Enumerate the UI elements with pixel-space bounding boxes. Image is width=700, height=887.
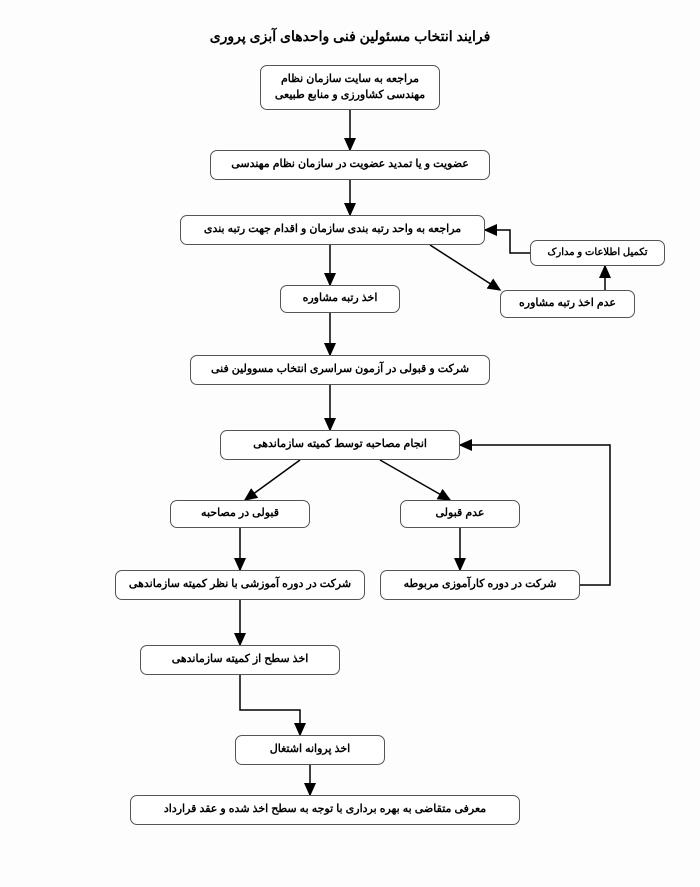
edge-5	[485, 230, 530, 253]
node-n6: تکمیل اطلاعات و مدارک	[530, 240, 665, 266]
node-n5: عدم اخذ رتبه مشاوره	[500, 290, 635, 318]
node-n7: شرکت و قبولی در آزمون سراسری انتخاب مسوو…	[190, 355, 490, 385]
node-n14: اخذ پروانه اشتغال	[235, 735, 385, 765]
node-n13: اخذ سطح از کمیته سازماندهی	[140, 645, 340, 675]
node-n2: عضویت و یا تمدید عضویت در سازمان نظام مه…	[210, 150, 490, 180]
edge-8	[245, 460, 300, 500]
edge-9	[380, 460, 450, 500]
node-n1: مراجعه به سایت سازمان نظام مهندسی کشاورز…	[260, 65, 440, 110]
node-n4: اخذ رتبه مشاوره	[280, 285, 400, 313]
node-n10: قبولی در مصاحبه	[170, 500, 310, 528]
node-n12: شرکت در دوره آموزشی با نظر کمیته سازماند…	[115, 570, 365, 600]
node-n11: شرکت در دوره کارآموزی مربوطه	[380, 570, 580, 600]
node-n9: عدم قبولی	[400, 500, 520, 528]
edge-14	[240, 675, 300, 735]
node-n8: انجام مصاحبه توسط کمیته سازماندهی	[220, 430, 460, 460]
node-n15: معرفی متقاضی به بهره برداری با توجه به س…	[130, 795, 520, 825]
page-title: فرایند انتخاب مسئولین فنی واحدهای آبزی پ…	[200, 28, 500, 45]
flowchart-page: فرایند انتخاب مسئولین فنی واحدهای آبزی پ…	[0, 0, 700, 887]
edge-3	[430, 245, 500, 290]
node-n3: مراجعه به واحد رتبه بندی سازمان و اقدام …	[180, 215, 485, 245]
